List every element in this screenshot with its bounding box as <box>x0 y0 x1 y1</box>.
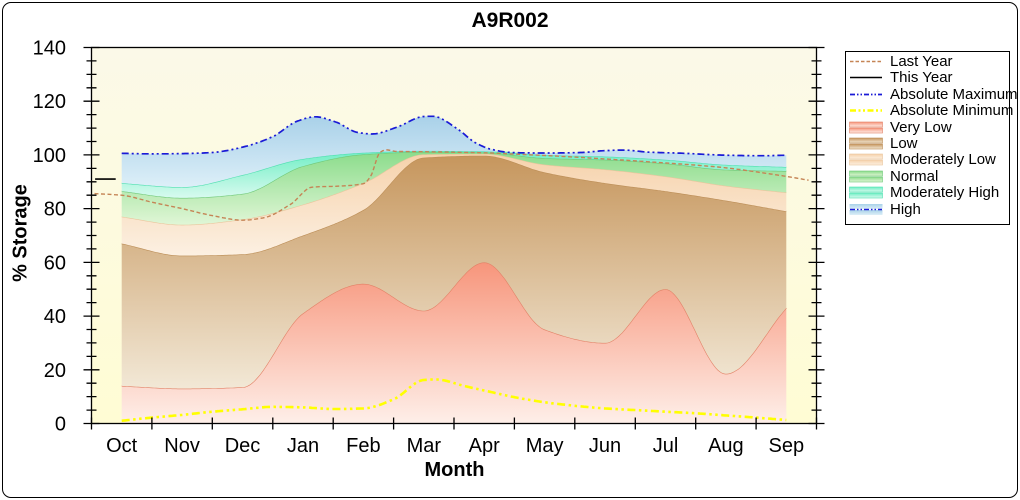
legend-swatch-very_low <box>849 121 883 133</box>
legend-label-absolute_minimum: Absolute Minimum <box>890 102 1014 120</box>
legend-item-moderately_high: Moderately High <box>849 185 999 201</box>
band-moderately_low <box>121 153 787 256</box>
tick-marks <box>83 46 825 430</box>
line-last_year <box>94 149 809 221</box>
legend-label-absolute_maximum: Absolute Maximum <box>890 85 1018 103</box>
legend-swatch-low <box>849 137 883 150</box>
legend-item-normal: Normal <box>849 168 938 184</box>
legend-label-very_low: Very Low <box>890 118 952 136</box>
band-high <box>121 116 787 188</box>
legend-swatch-high <box>849 203 883 215</box>
legend-label-last_year: Last Year <box>890 53 953 70</box>
legend-swatch-moderately_high <box>849 186 883 199</box>
legend-item-high: High <box>849 201 921 217</box>
x-tick-label-mar: Mar <box>407 435 442 457</box>
legend-label-low: Low <box>890 135 918 152</box>
x-tick-label-dec: Dec <box>225 435 261 457</box>
y-tick-label-120: 120 <box>33 91 66 113</box>
y-tick-label-80: 80 <box>44 199 66 221</box>
legend-swatch-normal <box>849 170 883 183</box>
y-tick-label-0: 0 <box>55 414 66 436</box>
legend-item-absolute_maximum: Absolute Maximum <box>849 86 1018 102</box>
x-tick-label-aug: Aug <box>708 435 744 457</box>
x-tick-label-feb: Feb <box>346 435 380 457</box>
legend-swatch-moderately_low <box>849 154 883 166</box>
x-tick-label-sep: Sep <box>769 435 805 457</box>
legend-item-moderately_low: Moderately Low <box>849 152 996 168</box>
legend-swatch-this_year <box>850 77 882 79</box>
legend-label-normal: Normal <box>890 167 939 185</box>
chart-title: A9R002 <box>471 9 549 32</box>
legend-swatch-absolute_maximum <box>850 93 882 96</box>
legend-label-high: High <box>890 200 921 218</box>
legend-label-moderately_high: Moderately High <box>890 184 1000 202</box>
y-tick-label-40: 40 <box>44 306 66 328</box>
y-tick-label-140: 140 <box>33 38 66 60</box>
legend-item-this_year: This Year <box>849 70 953 86</box>
y-axis-title: % Storage <box>9 184 32 282</box>
y-tick-label-20: 20 <box>44 360 66 382</box>
x-tick-label-nov: Nov <box>164 435 200 457</box>
band-very_low <box>121 262 787 424</box>
legend: Last Year This Year Absolute Maximum Absolu… <box>845 51 1018 225</box>
x-tick-label-may: May <box>526 435 564 457</box>
x-axis-title: Month <box>424 459 485 481</box>
legend-item-last_year: Last Year <box>849 54 953 70</box>
x-tick-label-oct: Oct <box>106 435 138 457</box>
legend-swatch-absolute_minimum <box>850 109 882 112</box>
x-tick-label-jun: Jun <box>589 435 621 457</box>
y-tick-label-100: 100 <box>33 145 66 167</box>
x-tick-label-jan: Jan <box>287 435 319 457</box>
legend-item-absolute_minimum: Absolute Minimum <box>849 103 1013 119</box>
x-tick-label-jul: Jul <box>653 435 679 457</box>
legend-item-low: Low <box>849 136 918 152</box>
legend-label-this_year: This Year <box>890 69 953 87</box>
x-tick-label-apr: Apr <box>469 435 500 457</box>
legend-label-moderately_low: Moderately Low <box>890 151 996 169</box>
line-absolute_maximum <box>121 115 787 157</box>
y-tick-label-60: 60 <box>44 252 66 274</box>
line-absolute_minimum <box>121 378 787 423</box>
legend-item-very_low: Very Low <box>849 119 952 135</box>
legend-swatch-last_year <box>850 60 882 63</box>
band-low <box>121 155 787 389</box>
